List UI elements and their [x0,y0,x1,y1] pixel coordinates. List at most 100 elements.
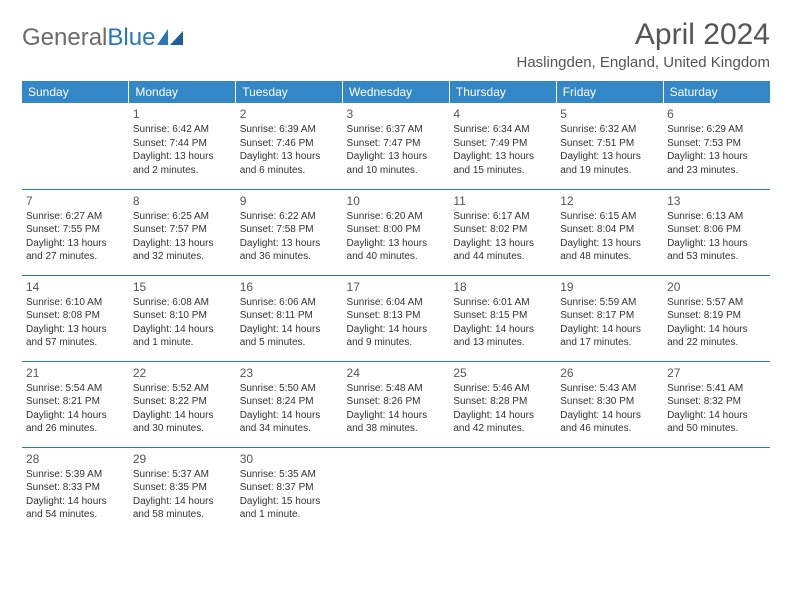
sunrise-line: Sunrise: 6:20 AM [347,210,446,224]
day-cell-21: 21Sunrise: 5:54 AMSunset: 8:21 PMDayligh… [22,361,129,447]
weekday-wednesday: Wednesday [343,81,450,103]
day-number: 7 [26,193,125,209]
sunrise-line: Sunrise: 6:34 AM [453,123,552,137]
sunset-line: Sunset: 8:19 PM [667,309,766,323]
day-number: 15 [133,279,232,295]
sunset-line: Sunset: 7:49 PM [453,137,552,151]
daylight-line: Daylight: 13 hours and 32 minutes. [133,237,232,264]
sunrise-line: Sunrise: 5:37 AM [133,468,232,482]
sunrise-line: Sunrise: 5:43 AM [560,382,659,396]
sunset-line: Sunset: 8:37 PM [240,481,339,495]
day-cell-30: 30Sunrise: 5:35 AMSunset: 8:37 PMDayligh… [236,447,343,533]
day-cell-8: 8Sunrise: 6:25 AMSunset: 7:57 PMDaylight… [129,189,236,275]
daylight-line: Daylight: 15 hours and 1 minute. [240,495,339,522]
daylight-line: Daylight: 14 hours and 54 minutes. [26,495,125,522]
day-cell-29: 29Sunrise: 5:37 AMSunset: 8:35 PMDayligh… [129,447,236,533]
sunrise-line: Sunrise: 6:32 AM [560,123,659,137]
sunrise-line: Sunrise: 6:10 AM [26,296,125,310]
sunset-line: Sunset: 8:26 PM [347,395,446,409]
day-number: 11 [453,193,552,209]
day-number: 12 [560,193,659,209]
daylight-line: Daylight: 14 hours and 42 minutes. [453,409,552,436]
day-cell-2: 2Sunrise: 6:39 AMSunset: 7:46 PMDaylight… [236,103,343,189]
day-cell-5: 5Sunrise: 6:32 AMSunset: 7:51 PMDaylight… [556,103,663,189]
sunset-line: Sunset: 8:04 PM [560,223,659,237]
weekday-friday: Friday [556,81,663,103]
sunset-line: Sunset: 8:33 PM [26,481,125,495]
daylight-line: Daylight: 13 hours and 57 minutes. [26,323,125,350]
daylight-line: Daylight: 13 hours and 36 minutes. [240,237,339,264]
sunset-line: Sunset: 7:46 PM [240,137,339,151]
sunrise-line: Sunrise: 6:15 AM [560,210,659,224]
day-number: 22 [133,365,232,381]
calendar-row: 14Sunrise: 6:10 AMSunset: 8:08 PMDayligh… [22,275,770,361]
daylight-line: Daylight: 13 hours and 48 minutes. [560,237,659,264]
weekday-thursday: Thursday [449,81,556,103]
logo-word-2: Blue [107,24,155,51]
logo: GeneralBlue [22,18,183,52]
location-label: Haslingden, England, United Kingdom [517,54,771,71]
day-number: 18 [453,279,552,295]
sunrise-line: Sunrise: 6:22 AM [240,210,339,224]
day-cell-17: 17Sunrise: 6:04 AMSunset: 8:13 PMDayligh… [343,275,450,361]
sunset-line: Sunset: 7:53 PM [667,137,766,151]
daylight-line: Daylight: 13 hours and 2 minutes. [133,150,232,177]
day-cell-4: 4Sunrise: 6:34 AMSunset: 7:49 PMDaylight… [449,103,556,189]
day-cell-20: 20Sunrise: 5:57 AMSunset: 8:19 PMDayligh… [663,275,770,361]
day-cell-13: 13Sunrise: 6:13 AMSunset: 8:06 PMDayligh… [663,189,770,275]
day-cell-15: 15Sunrise: 6:08 AMSunset: 8:10 PMDayligh… [129,275,236,361]
daylight-line: Daylight: 13 hours and 27 minutes. [26,237,125,264]
sunrise-line: Sunrise: 6:42 AM [133,123,232,137]
day-number: 24 [347,365,446,381]
sunset-line: Sunset: 8:35 PM [133,481,232,495]
sunset-line: Sunset: 8:11 PM [240,309,339,323]
day-cell-28: 28Sunrise: 5:39 AMSunset: 8:33 PMDayligh… [22,447,129,533]
sunrise-line: Sunrise: 6:25 AM [133,210,232,224]
sunset-line: Sunset: 7:57 PM [133,223,232,237]
day-number: 5 [560,106,659,122]
calendar-body: 1Sunrise: 6:42 AMSunset: 7:44 PMDaylight… [22,103,770,533]
weekday-row: SundayMondayTuesdayWednesdayThursdayFrid… [22,81,770,103]
day-number: 23 [240,365,339,381]
sunrise-line: Sunrise: 5:57 AM [667,296,766,310]
logo-sail-icon [157,29,183,47]
sunrise-line: Sunrise: 6:08 AM [133,296,232,310]
day-cell-7: 7Sunrise: 6:27 AMSunset: 7:55 PMDaylight… [22,189,129,275]
weekday-saturday: Saturday [663,81,770,103]
day-cell-16: 16Sunrise: 6:06 AMSunset: 8:11 PMDayligh… [236,275,343,361]
sunset-line: Sunset: 8:32 PM [667,395,766,409]
day-cell-14: 14Sunrise: 6:10 AMSunset: 8:08 PMDayligh… [22,275,129,361]
daylight-line: Daylight: 13 hours and 19 minutes. [560,150,659,177]
daylight-line: Daylight: 13 hours and 53 minutes. [667,237,766,264]
sunrise-line: Sunrise: 5:41 AM [667,382,766,396]
day-number: 6 [667,106,766,122]
day-number: 29 [133,451,232,467]
calendar-head: SundayMondayTuesdayWednesdayThursdayFrid… [22,81,770,103]
day-number: 1 [133,106,232,122]
sunrise-line: Sunrise: 6:06 AM [240,296,339,310]
sunset-line: Sunset: 7:44 PM [133,137,232,151]
day-number: 14 [26,279,125,295]
sunrise-line: Sunrise: 6:29 AM [667,123,766,137]
day-cell-6: 6Sunrise: 6:29 AMSunset: 7:53 PMDaylight… [663,103,770,189]
daylight-line: Daylight: 14 hours and 46 minutes. [560,409,659,436]
day-number: 3 [347,106,446,122]
daylight-line: Daylight: 13 hours and 23 minutes. [667,150,766,177]
day-cell-22: 22Sunrise: 5:52 AMSunset: 8:22 PMDayligh… [129,361,236,447]
calendar-row: 28Sunrise: 5:39 AMSunset: 8:33 PMDayligh… [22,447,770,533]
calendar-row: 21Sunrise: 5:54 AMSunset: 8:21 PMDayligh… [22,361,770,447]
sunset-line: Sunset: 8:24 PM [240,395,339,409]
sunrise-line: Sunrise: 6:17 AM [453,210,552,224]
logo-text: GeneralBlue [22,24,155,52]
sunset-line: Sunset: 8:02 PM [453,223,552,237]
sunset-line: Sunset: 7:47 PM [347,137,446,151]
daylight-line: Daylight: 14 hours and 9 minutes. [347,323,446,350]
sunset-line: Sunset: 7:51 PM [560,137,659,151]
empty-cell [449,447,556,533]
daylight-line: Daylight: 13 hours and 44 minutes. [453,237,552,264]
day-number: 26 [560,365,659,381]
weekday-tuesday: Tuesday [236,81,343,103]
day-number: 21 [26,365,125,381]
day-cell-26: 26Sunrise: 5:43 AMSunset: 8:30 PMDayligh… [556,361,663,447]
sunrise-line: Sunrise: 5:35 AM [240,468,339,482]
